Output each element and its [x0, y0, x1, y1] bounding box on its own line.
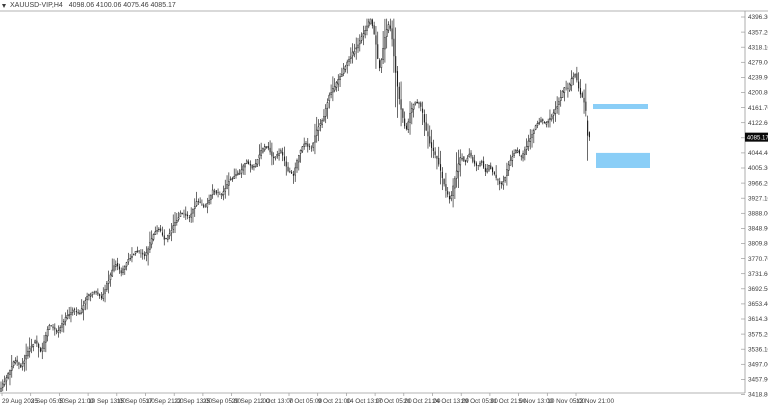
price-axis-label: 3888.00: [748, 211, 768, 218]
time-axis-label: 31 Oct 21:00: [490, 398, 527, 405]
time-axis-label: 25 Sep 05:00: [203, 398, 241, 405]
time-axis-label: 10 Nov 05:00: [547, 398, 585, 405]
zone-rectangle-1[interactable]: [593, 104, 648, 110]
time-axis-label: 21 Oct 21:00: [404, 398, 441, 405]
current-price-tag: 4085.17: [745, 132, 768, 142]
time-axis-label: 5 Sep 21:00: [59, 398, 94, 405]
time-axis-label: 2 Oct 13:00: [260, 398, 293, 405]
price-axis-label: 4318.10: [748, 44, 768, 51]
price-axis-label: 4239.90: [748, 75, 768, 82]
supply-demand-zones[interactable]: [593, 104, 650, 168]
price-axis-label: 3770.70: [748, 256, 768, 263]
time-axis-label: 29 Oct 05:00: [461, 398, 498, 405]
zone-rectangle-2[interactable]: [596, 152, 650, 168]
symbol-timeframe-label: XAUUSD-VIP,H4: [10, 2, 63, 9]
price-axis[interactable]: 4396.30 4357.20 4318.10 4279.00 4239.90 4200.…: [741, 14, 768, 399]
time-axis-label: 9 Oct 21:00: [318, 398, 351, 405]
price-axis-label: 3575.20: [748, 331, 768, 338]
time-axis-label: 29 Sep 21:00: [232, 398, 270, 405]
price-axis-label: 4200.80: [748, 90, 768, 97]
price-axis-label: 3536.10: [748, 346, 768, 353]
price-axis-label: 4396.30: [748, 14, 768, 21]
time-axis-label: 5 Nov 13:00: [519, 398, 554, 405]
time-axis-label: 3 Sep 05:00: [31, 398, 66, 405]
price-axis-label: 3966.20: [748, 180, 768, 187]
time-axis-label: 29 Aug 2025: [2, 398, 38, 405]
time-axis-label: 14 Oct 13:00: [346, 398, 383, 405]
price-axis-label: 3692.50: [748, 286, 768, 293]
price-axis-label: 3927.10: [748, 195, 768, 202]
price-axis-label: 3809.80: [748, 241, 768, 248]
chart-title: XAUUSD-VIP,H4 4098.06 4100.06 4075.46 40…: [2, 1, 176, 10]
time-axis-label: 17 Oct 05:00: [375, 398, 412, 405]
price-axis-label: 3418.80: [748, 392, 768, 399]
time-axis-label: 10 Sep 13:00: [88, 398, 126, 405]
price-axis-label: 4161.70: [748, 105, 768, 112]
time-axis-label: 15 Sep 05:00: [117, 398, 155, 405]
price-axis-label: 4044.40: [748, 150, 768, 157]
price-axis-label: 3731.60: [748, 271, 768, 278]
time-axis-label: 22 Sep 13:00: [174, 398, 212, 405]
candlesticks[interactable]: [0, 18, 590, 392]
current-price-value: 4085.17: [747, 134, 768, 141]
price-axis-label: 3614.30: [748, 316, 768, 323]
price-axis-label: 4005.30: [748, 165, 768, 172]
price-axis-label: 3653.40: [748, 301, 768, 308]
price-axis-label: 4279.00: [748, 60, 768, 67]
time-axis-label: 12 Nov 21:00: [576, 398, 614, 405]
price-axis-label: 3497.00: [748, 362, 768, 369]
time-axis-label: 24 Oct 13:00: [433, 398, 470, 405]
price-axis-label: 3848.90: [748, 226, 768, 233]
time-axis-label: 17 Sep 21:00: [146, 398, 184, 405]
price-axis-label: 3457.90: [748, 377, 768, 384]
price-axis-label: 4122.60: [748, 120, 768, 127]
time-axis-label: 7 Oct 05:00: [289, 398, 322, 405]
ohlc-values: 4098.06 4100.06 4075.46 4085.17: [68, 2, 176, 9]
chart-frame: [0, 10, 768, 394]
one-click-trading-toggle-icon[interactable]: [2, 4, 6, 8]
price-axis-label: 4357.20: [748, 29, 768, 36]
